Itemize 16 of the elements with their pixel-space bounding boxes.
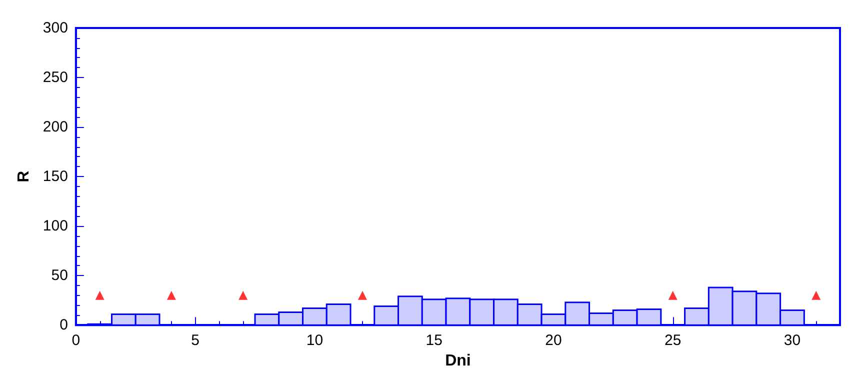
y-tick-label: 100 [42, 218, 68, 235]
y-tick-label: 300 [42, 20, 68, 36]
y-axis-title: R [16, 170, 32, 182]
y-tick-label: 150 [42, 168, 68, 186]
x-tick-label: 10 [306, 332, 324, 350]
x-tick-label: 0 [72, 332, 80, 350]
x-tick-label: 15 [426, 332, 442, 350]
y-tick-label: 0 [60, 316, 68, 334]
x-tick-label: 25 [664, 332, 682, 350]
y-tick-label: 250 [42, 69, 68, 86]
x-tick-label: 30 [784, 332, 801, 350]
x-tick-label: 20 [545, 332, 562, 350]
y-tick-label: 200 [42, 118, 68, 136]
y-tick-label: 50 [51, 267, 68, 284]
x-axis-title: Dni [445, 352, 471, 370]
x-tick-label: 5 [191, 332, 200, 350]
